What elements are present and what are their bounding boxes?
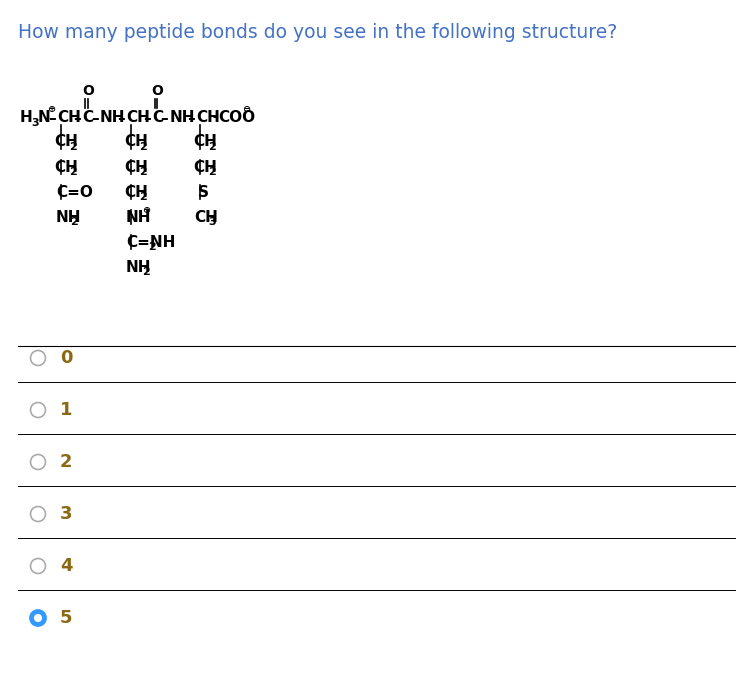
Text: –: – bbox=[143, 110, 151, 126]
Text: 5: 5 bbox=[60, 609, 72, 627]
Text: ⊖: ⊖ bbox=[242, 105, 250, 114]
Text: COO: COO bbox=[218, 110, 255, 126]
Text: NH: NH bbox=[169, 110, 195, 126]
Text: –: – bbox=[160, 110, 168, 126]
Text: CH: CH bbox=[57, 110, 81, 126]
Text: CH: CH bbox=[194, 209, 218, 225]
Text: 2: 2 bbox=[60, 453, 72, 471]
Text: CH: CH bbox=[194, 135, 218, 149]
Text: CH: CH bbox=[54, 160, 78, 174]
Text: 2: 2 bbox=[71, 217, 78, 227]
Text: 2: 2 bbox=[209, 142, 216, 152]
Text: O: O bbox=[82, 84, 94, 98]
Circle shape bbox=[31, 611, 45, 625]
Text: 3: 3 bbox=[32, 117, 39, 128]
Text: C: C bbox=[83, 110, 93, 126]
Text: 3: 3 bbox=[209, 217, 216, 227]
Text: NH: NH bbox=[56, 209, 81, 225]
Text: O: O bbox=[151, 84, 163, 98]
Text: How many peptide bonds do you see in the following structure?: How many peptide bonds do you see in the… bbox=[18, 23, 617, 42]
Circle shape bbox=[35, 615, 41, 621]
Text: S: S bbox=[198, 184, 209, 200]
Text: –: – bbox=[74, 110, 81, 126]
Text: CH: CH bbox=[196, 110, 220, 126]
Text: 2: 2 bbox=[139, 192, 147, 202]
Text: ⊕: ⊕ bbox=[142, 205, 150, 215]
Text: CH: CH bbox=[194, 160, 218, 174]
Text: C=O: C=O bbox=[56, 184, 93, 200]
Text: CH: CH bbox=[54, 135, 78, 149]
Text: 2: 2 bbox=[148, 242, 156, 252]
Text: 1: 1 bbox=[60, 401, 72, 419]
Text: NH: NH bbox=[126, 260, 151, 274]
Text: CH: CH bbox=[124, 135, 148, 149]
Text: –: – bbox=[91, 110, 99, 126]
Text: NH: NH bbox=[100, 110, 126, 126]
Text: CH: CH bbox=[124, 184, 148, 200]
Text: –: – bbox=[117, 110, 125, 126]
Text: C: C bbox=[152, 110, 163, 126]
Text: C=NH: C=NH bbox=[127, 235, 176, 249]
Text: 2: 2 bbox=[139, 167, 147, 177]
Text: –: – bbox=[187, 110, 195, 126]
Text: CH: CH bbox=[127, 110, 151, 126]
Text: CH: CH bbox=[124, 160, 148, 174]
Text: 2: 2 bbox=[139, 142, 147, 152]
Text: 0: 0 bbox=[60, 349, 72, 367]
Text: 2: 2 bbox=[69, 142, 78, 152]
Text: H: H bbox=[20, 110, 32, 126]
Text: 2: 2 bbox=[142, 267, 150, 277]
Text: 4: 4 bbox=[60, 557, 72, 575]
Text: –: – bbox=[48, 110, 56, 126]
Text: 2: 2 bbox=[69, 167, 78, 177]
Text: NH: NH bbox=[126, 209, 151, 225]
Text: 3: 3 bbox=[60, 505, 72, 523]
Text: ⊕: ⊕ bbox=[47, 105, 56, 114]
Text: N: N bbox=[38, 110, 50, 126]
Text: 2: 2 bbox=[209, 167, 216, 177]
Text: ·: · bbox=[212, 110, 217, 126]
